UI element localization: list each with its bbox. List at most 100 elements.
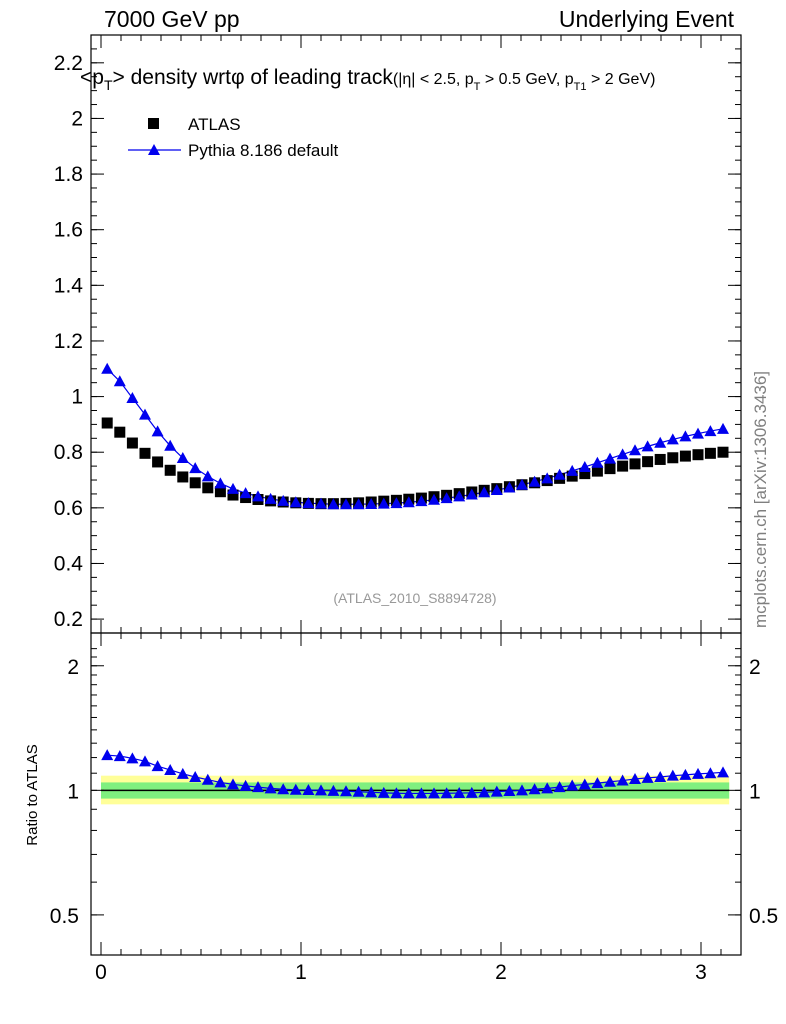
ratio-pythia-point	[465, 786, 478, 798]
pythia-point	[377, 497, 390, 509]
atlas-point	[566, 470, 578, 482]
ratio-y-tick-label-right: 1	[749, 780, 761, 803]
pythia-point	[151, 425, 164, 437]
legend-atlas-label: ATLAS	[188, 115, 241, 134]
pythia-point	[189, 462, 202, 474]
pythia-point	[704, 425, 717, 437]
ratio-pythia-point	[440, 787, 453, 799]
pythia-point	[717, 422, 729, 434]
atlas-point	[227, 489, 239, 501]
pythia-point	[528, 475, 541, 487]
ratio-pythia-point	[302, 783, 315, 795]
ratio-pythia-point	[516, 784, 528, 796]
ratio-pythia-point	[566, 779, 579, 791]
pythia-point	[679, 430, 692, 442]
ratio-plot-frame	[90, 632, 742, 956]
ratio-pythia-point	[289, 783, 302, 795]
pythia-point	[340, 498, 352, 510]
main-y-tick-label: 1.6	[54, 219, 83, 242]
pythia-point	[453, 490, 466, 502]
atlas-point	[202, 482, 214, 494]
pythia-point	[264, 492, 277, 504]
pythia-point	[591, 456, 604, 468]
header-left: 7000 GeV pp	[104, 6, 240, 32]
ratio-y-axis-label: Ratio to ATLAS	[24, 744, 41, 845]
pythia-point	[666, 433, 679, 445]
ratio-pythia-point	[101, 749, 114, 761]
ratio-pythia-point	[604, 775, 616, 787]
main-y-tick-label: 0.6	[54, 497, 83, 520]
pythia-point	[239, 487, 252, 499]
main-y-tick-label: 0.4	[54, 552, 84, 575]
atlas-point	[139, 447, 151, 459]
ratio-pythia-point	[528, 783, 541, 795]
pythia-point	[654, 436, 667, 448]
atlas-point	[164, 464, 176, 476]
frames-layer	[90, 34, 742, 956]
ratio-pythia-point	[164, 763, 177, 775]
pythia-point	[201, 470, 214, 482]
ratio-y-tick-label-right: 2	[749, 656, 761, 679]
pythia-point	[516, 478, 528, 490]
ratio-pythia-point	[239, 779, 252, 791]
ratio-pythia-point	[717, 766, 729, 778]
atlas-point	[654, 453, 666, 465]
pythia-point	[629, 444, 641, 456]
pythia-point	[478, 486, 491, 498]
ratio-pythia-point	[428, 787, 440, 799]
ratio-pythia-point	[201, 773, 214, 785]
ratio-x-tick-label: 0	[95, 961, 107, 984]
atlas-point	[629, 458, 641, 470]
pythia-point	[113, 375, 126, 387]
main-y-tick-label: 1.4	[54, 274, 84, 297]
main-y-tick-label: 1	[71, 386, 83, 409]
pythia-point	[490, 484, 503, 496]
ratio-x-tick-label: 2	[495, 961, 507, 984]
pythia-point	[277, 494, 290, 506]
ticks-layer	[91, 34, 741, 955]
ratio-pythia-point	[365, 786, 378, 798]
ratio-pythia-point	[616, 774, 629, 786]
atlas-point	[591, 465, 603, 477]
atlas-point	[177, 471, 189, 483]
atlas-point	[692, 449, 704, 461]
pythia-point	[176, 452, 189, 464]
main-y-tick-label: 1.2	[54, 330, 83, 353]
atlas-point	[717, 446, 729, 458]
ratio-x-tick-label: 3	[695, 961, 707, 984]
ratio-pythia-point	[654, 771, 667, 783]
ratio-pythia-point	[277, 783, 290, 795]
pythia-point	[692, 427, 704, 439]
header-right: Underlying Event	[558, 6, 734, 32]
ratio-pythia-point	[666, 769, 679, 781]
pythia-point	[214, 477, 227, 489]
atlas-point	[704, 447, 716, 459]
ratio-pythia-point	[227, 778, 239, 790]
ratio-pythia-point	[252, 781, 264, 793]
ratio-pythia-point	[503, 785, 516, 797]
legend-pythia-marker	[148, 144, 160, 155]
legend: ATLAS Pythia 8.186 default	[128, 115, 339, 160]
pythia-point	[352, 498, 365, 510]
pythia-point	[465, 488, 478, 500]
pythia-point	[402, 496, 415, 508]
ratio-y-tick-label: 1	[67, 780, 79, 803]
main-y-tick-label: 0.2	[54, 608, 83, 631]
legend-pythia-label: Pythia 8.186 default	[188, 141, 339, 160]
atlas-point	[642, 456, 654, 468]
ratio-pythia-point	[402, 787, 415, 799]
pythia-point	[315, 497, 327, 509]
atlas-point	[679, 450, 691, 462]
ratio-pythia-point	[264, 782, 277, 794]
ratio-pythia-point	[490, 785, 503, 797]
pythia-point	[101, 362, 114, 374]
ratio-pythia-point	[704, 767, 717, 779]
ratio-pythia-point	[478, 786, 491, 798]
pythia-point	[541, 472, 554, 484]
pythia-point	[164, 439, 177, 451]
ratio-y-tick-label-right: 0.5	[749, 905, 778, 928]
pythia-point	[365, 497, 378, 509]
ratio-pythia-point	[126, 752, 139, 764]
atlas-point	[152, 456, 164, 468]
